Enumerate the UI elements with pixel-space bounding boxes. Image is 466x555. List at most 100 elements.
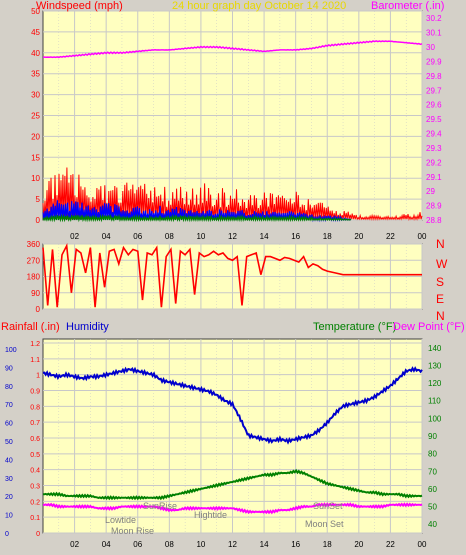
bottom-x-tick-label: 14 (260, 540, 269, 549)
temperature-tick-label: 50 (428, 503, 437, 512)
bottom-x-tick-label: 16 (291, 540, 300, 549)
barometer-tick-label: 29.6 (426, 101, 442, 110)
windspeed-tick-label: 20 (31, 132, 40, 141)
annotation-hightide: Hightide (194, 510, 227, 520)
humidity-tick-label: 10 (5, 513, 13, 520)
rain-tick-label: 1.2 (30, 341, 40, 348)
windspeed-tick-label: 30 (31, 91, 40, 100)
humidity-tick-label: 60 (5, 421, 13, 428)
humidity-tick-label: 100 (5, 347, 17, 354)
top-x-tick-label: 10 (196, 232, 205, 241)
temperature-tick-label: 60 (428, 485, 437, 494)
direction-tick-label: 180 (27, 273, 41, 282)
rain-tick-label: 1 (36, 373, 40, 380)
humidity-tick-label: 70 (5, 402, 13, 409)
humidity-tick-label: 90 (5, 365, 13, 372)
bottom-x-tick-label: 04 (102, 540, 111, 549)
bottom-x-tick-label: 00 (418, 540, 427, 549)
temperature-tick-label: 40 (428, 520, 437, 529)
rain-tick-label: 0.3 (30, 484, 40, 491)
compass-label-n-top: N (436, 237, 445, 251)
dew-point-series (42, 502, 423, 515)
temperature-tick-label: 80 (428, 450, 437, 459)
rain-tick-label: 0.5 (30, 452, 40, 459)
humidity-tick-label: 80 (5, 384, 13, 391)
barometer-tick-label: 29.1 (426, 173, 442, 182)
rain-tick-label: 0.2 (30, 499, 40, 506)
barometer-axis-label: Barometer (.in) (371, 0, 444, 12)
top-x-tick-label: 02 (70, 232, 79, 241)
windspeed-tick-label: 15 (31, 153, 40, 162)
wind-low-series (42, 213, 352, 223)
barometer-tick-label: 30.1 (426, 29, 442, 38)
temperature-tick-label: 140 (428, 344, 442, 353)
top-x-tick-label: 04 (102, 232, 111, 241)
series-layer (42, 40, 423, 515)
dew-point-axis-label: Dew Point (°F) (393, 321, 465, 333)
chart-title: 24 hour graph day October 14 2020 (172, 0, 346, 12)
barometer-tick-label: 28.8 (426, 216, 442, 225)
barometer-tick-label: 29.5 (426, 115, 442, 124)
bottom-x-tick-label: 20 (354, 540, 363, 549)
top-x-tick-label: 20 (354, 232, 363, 241)
temperature-tick-label: 70 (428, 467, 437, 476)
barometer-tick-label: 29.4 (426, 130, 442, 139)
humidity-tick-label: 30 (5, 476, 13, 483)
direction-tick-label: 270 (27, 256, 41, 265)
windspeed-tick-label: 40 (31, 49, 40, 58)
humidity-axis-label: Humidity (66, 321, 109, 333)
barometer-tick-label: 30 (426, 43, 435, 52)
annotation-sunset: SunSet (313, 501, 343, 511)
humidity-tick-label: 40 (5, 457, 13, 464)
top-x-tick-label: 22 (386, 232, 395, 241)
bottom-x-tick-label: 02 (70, 540, 79, 549)
annotation-lowtide: Lowtide (105, 515, 136, 525)
windspeed-axis-label: Windspeed (mph) (36, 0, 123, 12)
rain-tick-label: 0.9 (30, 389, 40, 396)
rain-tick-label: 0.6 (30, 436, 40, 443)
barometer-tick-label: 29.3 (426, 144, 442, 153)
top-x-tick-label: 00 (418, 232, 427, 241)
direction-tick-label: 0 (36, 305, 41, 314)
grid-lines (43, 10, 423, 534)
barometer-tick-label: 29.8 (426, 72, 442, 81)
windspeed-tick-label: 10 (31, 174, 40, 183)
temperature-axis-label: Temperature (°F) (313, 321, 396, 333)
rain-tick-label: 0 (36, 531, 40, 538)
annotation-moonset: Moon Set (305, 519, 344, 529)
wind-direction-series (42, 243, 422, 308)
temperature-series (42, 468, 423, 501)
windspeed-tick-label: 25 (31, 112, 40, 121)
temperature-tick-label: 120 (428, 379, 442, 388)
wind-average-series (42, 200, 352, 223)
bottom-x-tick-label: 22 (386, 540, 395, 549)
temperature-tick-label: 100 (428, 414, 442, 423)
barometer-tick-label: 29.9 (426, 57, 442, 66)
top-x-tick-label: 08 (165, 232, 174, 241)
humidity-tick-label: 0 (5, 531, 9, 538)
rainfall-axis-label: Rainfall (.in) (1, 321, 60, 333)
barometer-tick-label: 29.7 (426, 86, 442, 95)
windspeed-tick-label: 45 (31, 28, 40, 37)
rain-tick-label: 0.4 (30, 468, 40, 475)
top-x-tick-label: 16 (291, 232, 300, 241)
annotation-moonrise: Moon Rise (111, 526, 154, 536)
temperature-tick-label: 130 (428, 361, 442, 370)
top-x-tick-label: 18 (323, 232, 332, 241)
barometer-tick-label: 29.2 (426, 158, 442, 167)
barometer-tick-label: 30.2 (426, 14, 442, 23)
compass-label-e: E (436, 292, 444, 306)
temperature-tick-label: 110 (428, 397, 441, 406)
direction-tick-label: 360 (27, 240, 41, 249)
windspeed-tick-label: 5 (36, 195, 41, 204)
compass-label-s: S (436, 275, 444, 289)
bottom-x-tick-label: 06 (133, 540, 142, 549)
barometer-tick-label: 29 (426, 187, 435, 196)
compass-label-w: W (436, 257, 448, 271)
rain-tick-label: 1.1 (30, 357, 40, 364)
barometer-series (43, 40, 423, 59)
top-x-tick-label: 14 (260, 232, 269, 241)
annotation-sunrise: SunRise (143, 501, 177, 511)
